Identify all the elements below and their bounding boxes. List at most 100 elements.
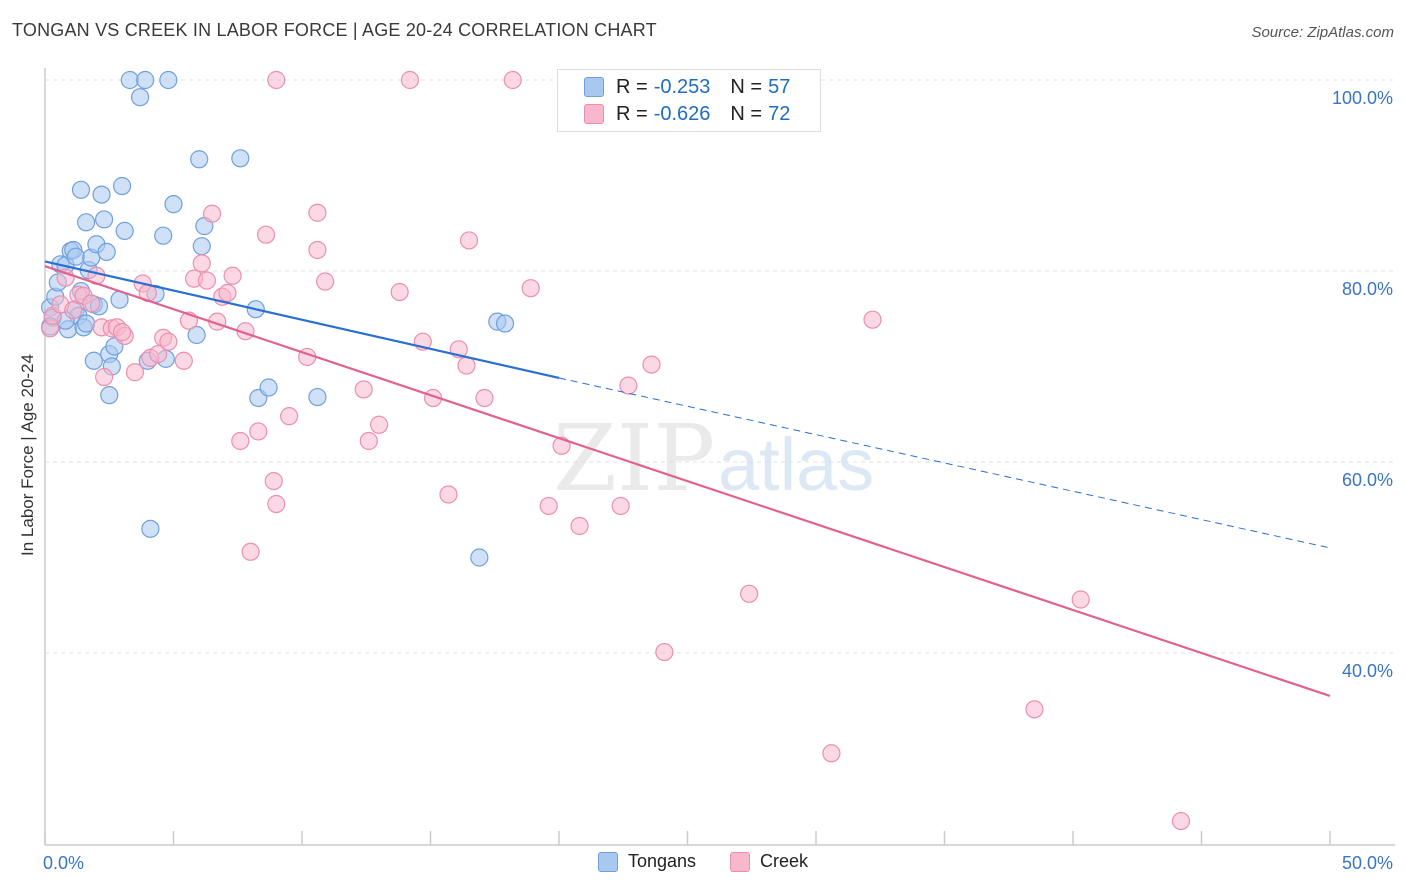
tongans-point [84, 351, 103, 370]
legend-n-value: 57 [768, 75, 791, 98]
legend-item-label: Creek [760, 851, 809, 871]
creek-point [457, 356, 476, 375]
creek-point [354, 380, 373, 399]
creek-point [400, 70, 420, 90]
creek-point [459, 231, 479, 250]
creek-point [231, 431, 250, 451]
creek-point [125, 363, 145, 382]
creek-point [611, 496, 630, 516]
legend-r-value: -0.253 [653, 75, 711, 98]
creek-point [822, 744, 841, 763]
y-tick-label: 80.0% [1342, 279, 1393, 299]
creek-point [256, 225, 276, 244]
creek-point [475, 388, 494, 408]
tongans-point [136, 70, 155, 90]
creek-point [570, 516, 589, 536]
creek-point [264, 472, 283, 491]
tongans-point [187, 325, 206, 345]
creek-point [148, 344, 168, 364]
creek-point [267, 494, 286, 514]
watermark-atlas: atlas [718, 423, 874, 506]
legend-item-tongans[interactable]: Tongans [597, 851, 697, 872]
creek-point [316, 272, 335, 291]
tongans-point [141, 519, 160, 538]
watermark-zip: ZIP [553, 405, 715, 512]
creek-point [740, 584, 759, 603]
tongans-point [120, 70, 139, 90]
tongans-point [231, 149, 250, 168]
legend-row-creek: R = -0.626 N = 72 [584, 102, 790, 126]
creek-point [159, 332, 178, 351]
creek-point [95, 367, 114, 387]
creek-trend-line [44, 265, 1331, 698]
legend-item-label: Tongans [627, 851, 697, 871]
legend-r-label: R = [616, 102, 648, 125]
legend-n-label: N = [730, 102, 763, 125]
tongans-point [495, 314, 515, 333]
creek-point [202, 204, 222, 223]
tongans-point [71, 180, 91, 199]
creek-point [359, 431, 378, 451]
tongans-point [92, 185, 111, 204]
creek-point [241, 542, 260, 561]
creek-point [267, 70, 286, 90]
creek-point [192, 254, 211, 273]
creek-point [1025, 700, 1044, 719]
creek-legend-swatch [730, 851, 751, 872]
tongans-trend-line [44, 260, 560, 380]
tongans-point [66, 247, 85, 266]
legend-n-value: 72 [768, 102, 791, 125]
creek-point [82, 294, 101, 313]
creek-point [521, 279, 540, 298]
chart-title: TONGAN VS CREEK IN LABOR FORCE | AGE 20-… [12, 20, 657, 40]
tongans-point [192, 237, 211, 256]
creek-point [174, 351, 193, 370]
creek-point [619, 376, 638, 395]
creek-point [280, 407, 299, 426]
creek-point [655, 642, 674, 662]
tongans-swatch [584, 77, 604, 97]
creek-point [370, 415, 389, 434]
tongans-point [159, 70, 178, 90]
tongans-legend-swatch [597, 851, 618, 872]
creek-point [1071, 590, 1090, 609]
tongans-point [115, 221, 134, 240]
creek-point [112, 323, 132, 342]
creek-point [439, 485, 458, 504]
tongans-point [95, 210, 114, 229]
creek-point [642, 355, 661, 374]
creek-point [1171, 811, 1191, 831]
creek-point [308, 203, 327, 222]
series-legend: Tongans Creek [0, 851, 1406, 872]
creek-point [308, 240, 327, 260]
legend-item-creek[interactable]: Creek [730, 851, 808, 872]
legend-r-value: -0.626 [653, 102, 711, 125]
tongans-point [112, 176, 132, 196]
creek-point [390, 282, 409, 302]
creek-point [64, 301, 83, 320]
correlation-legend: R = -0.253 N = 57 R = -0.626 N = 72 [557, 69, 821, 132]
tongans-point [308, 387, 327, 407]
y-tick-label: 100.0% [1332, 88, 1393, 108]
creek-point [197, 271, 217, 290]
tongans-point [97, 242, 116, 261]
x-tick-label: 0.0% [43, 853, 84, 873]
tongans-point [190, 150, 209, 169]
y-tick-label: 40.0% [1342, 661, 1393, 681]
creek-point [863, 310, 882, 329]
tongans-point [164, 195, 183, 214]
source-label: Source: ZipAtlas.com [1251, 24, 1394, 41]
legend-n-label: N = [730, 75, 763, 98]
x-tick-label: 50.0% [1342, 853, 1393, 873]
legend-row-tongans: R = -0.253 N = 57 [584, 75, 790, 99]
y-tick-label: 60.0% [1342, 470, 1393, 490]
creek-point [249, 422, 268, 441]
creek-point [539, 496, 558, 516]
creek-swatch [584, 104, 604, 124]
tongans-point [77, 213, 96, 232]
tongans-point [130, 88, 150, 107]
tongans-point [100, 386, 119, 405]
creek-point [223, 266, 242, 285]
tongans-point [77, 314, 96, 333]
